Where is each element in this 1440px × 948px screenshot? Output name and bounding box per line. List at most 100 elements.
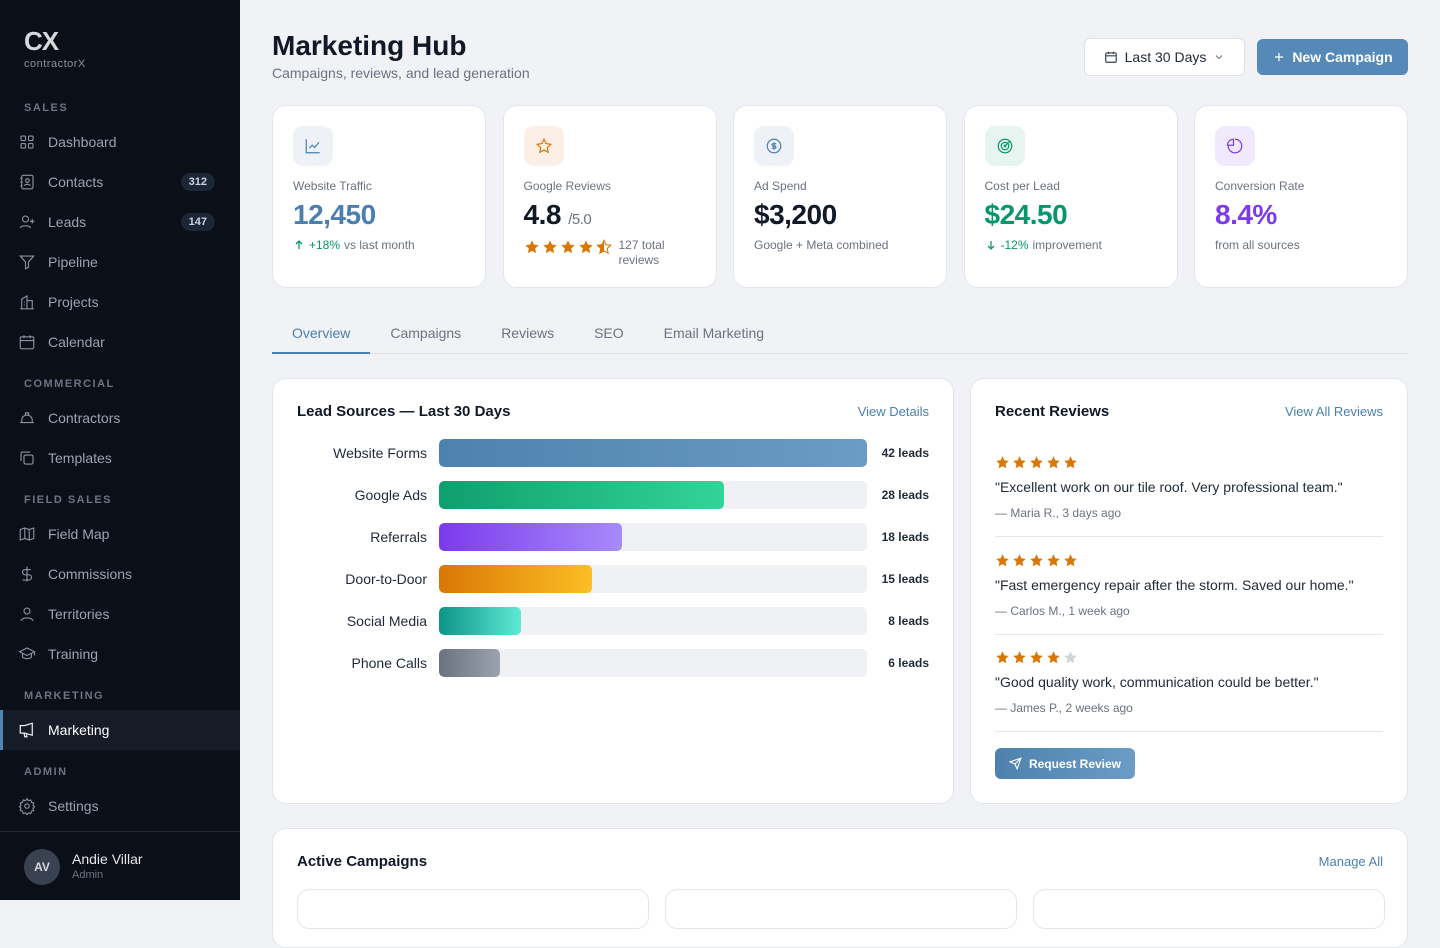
kpi-note: from all sources (1215, 238, 1300, 252)
sidebar-item-label: Leads (48, 214, 87, 230)
sidebar-item-pipeline[interactable]: Pipeline (0, 242, 240, 282)
pie-chart-icon (1226, 138, 1243, 154)
new-campaign-label: New Campaign (1292, 49, 1393, 65)
lead-source-bar (439, 523, 623, 551)
recent-reviews-card: Recent Reviews View All Reviews "Excelle… (970, 378, 1408, 804)
kpi-card-conversion-rate: Conversion Rate 8.4% from all sources (1194, 105, 1408, 288)
lead-source-name: Social Media (346, 613, 427, 629)
grid-icon (20, 135, 34, 149)
review-item: "Fast emergency repair after the storm. … (995, 553, 1383, 618)
kpi-note: improvement (1032, 238, 1102, 252)
dollar-circle-icon (766, 138, 782, 154)
tab-email-marketing[interactable]: Email Marketing (663, 325, 765, 341)
sidebar-item-dashboard[interactable]: Dashboard (0, 122, 240, 162)
sidebar-item-contractors[interactable]: Contractors (0, 398, 240, 438)
reviews-title: Recent Reviews (995, 403, 1110, 420)
target-icon (997, 138, 1012, 154)
lead-source-name: Phone Calls (351, 655, 428, 671)
lead-source-count: 8 leads (888, 614, 929, 628)
user-profile[interactable]: AV Andie Villar Admin (0, 831, 240, 900)
campaign-card[interactable] (665, 889, 1017, 929)
lead-source-bar (439, 439, 867, 467)
review-stars (995, 553, 1383, 569)
star-filled-icon (1013, 651, 1026, 664)
review-item: "Good quality work, communication could … (995, 650, 1383, 715)
kpi-value: 12,450 (293, 199, 376, 231)
sidebar-item-settings[interactable]: Settings (0, 786, 240, 826)
kpi-value: 4.8 /5.0 (524, 199, 592, 231)
section-commercial: COMMERCIAL (24, 378, 115, 390)
new-campaign-button[interactable]: New Campaign (1257, 39, 1408, 75)
campaign-card[interactable] (1033, 889, 1385, 929)
star-filled-icon (1064, 456, 1077, 469)
plus-icon (1275, 52, 1284, 62)
logo-mark: CX (24, 26, 59, 56)
star-filled-icon (1047, 651, 1060, 664)
kpi-card-cost-per-lead: Cost per Lead $24.50 -12% improvement (963, 105, 1178, 288)
sidebar-item-label: Settings (48, 798, 99, 814)
sidebar-item-label: Dashboard (48, 134, 117, 150)
lead-source-bar-track (439, 565, 867, 593)
sidebar-item-marketing[interactable]: Marketing (0, 710, 240, 750)
request-review-button[interactable]: Request Review (995, 748, 1135, 779)
map-icon (19, 527, 35, 541)
star-filled-icon (1030, 456, 1043, 469)
lead-source-row: Google Ads 28 leads (273, 481, 953, 509)
tab-campaigns[interactable]: Campaigns (390, 325, 462, 341)
kpi-note: vs last month (344, 238, 415, 252)
sidebar-item-leads[interactable]: Leads 147 (0, 202, 240, 242)
review-stars (995, 650, 1383, 666)
kpi-icon-box (293, 126, 333, 166)
date-range-label: Last 30 Days (1124, 49, 1207, 65)
lead-sources-card: Lead Sources — Last 30 Days View Details… (272, 378, 954, 804)
copy-icon (20, 451, 34, 465)
lead-source-bar-track (439, 481, 867, 509)
kpi-icon-box (984, 126, 1025, 166)
sidebar-item-templates[interactable]: Templates (0, 438, 240, 478)
divider (995, 633, 1383, 635)
lead-source-row: Website Forms 42 leads (273, 439, 953, 467)
star-icon (535, 137, 552, 154)
count-badge: 312 (180, 173, 215, 191)
lead-source-bar (439, 649, 501, 677)
sidebar-item-label: Marketing (48, 722, 110, 738)
kpi-suffix: /5.0 (568, 211, 592, 228)
sidebar-item-label: Calendar (48, 334, 105, 350)
sidebar-item-contacts[interactable]: Contacts 312 (0, 162, 240, 202)
star-filled-icon (578, 240, 593, 254)
review-author: — Maria R., 3 days ago (995, 506, 1122, 520)
kpi-note: Google + Meta combined (754, 238, 889, 252)
view-all-reviews-link[interactable]: View All Reviews (1284, 404, 1383, 419)
sidebar-item-field-map[interactable]: Field Map (0, 514, 240, 554)
sidebar-item-commissions[interactable]: Commissions (0, 554, 240, 594)
tab-overview[interactable]: Overview (272, 316, 371, 354)
kpi-icon-box (523, 126, 564, 166)
logo[interactable]: CX contractorX (24, 28, 86, 70)
star-filled-icon (524, 240, 539, 254)
view-details-link[interactable]: View Details (857, 404, 929, 419)
sidebar-item-projects[interactable]: Projects (0, 282, 240, 322)
campaign-card[interactable] (297, 889, 649, 929)
lead-source-bar (439, 565, 592, 593)
request-review-label: Request Review (1028, 756, 1122, 771)
tab-reviews[interactable]: Reviews (501, 325, 555, 341)
lead-source-count: 18 leads (881, 530, 929, 544)
rating-stars (524, 239, 612, 255)
divider (995, 731, 1383, 732)
graduation-cap-icon (18, 647, 36, 660)
kpi-value-text: 8.4% (1215, 199, 1277, 230)
kpi-icon-box (1215, 126, 1255, 166)
lead-source-row: Referrals 18 leads (273, 523, 953, 551)
kpi-value-text: 4.8 (523, 199, 562, 230)
sidebar-item-calendar[interactable]: Calendar (0, 322, 240, 362)
star-filled-icon (1064, 553, 1077, 566)
sidebar-item-territories[interactable]: Territories (0, 594, 240, 634)
active-campaigns-title: Active Campaigns (297, 853, 428, 870)
lead-source-count: 6 leads (888, 656, 929, 670)
date-range-select[interactable]: Last 30 Days (1084, 38, 1245, 76)
sidebar-item-training[interactable]: Training (0, 634, 240, 674)
tab-seo[interactable]: SEO (594, 325, 624, 341)
manage-all-link[interactable]: Manage All (1318, 854, 1383, 869)
star-filled-icon (1013, 553, 1026, 566)
hard-hat-icon (20, 412, 34, 424)
